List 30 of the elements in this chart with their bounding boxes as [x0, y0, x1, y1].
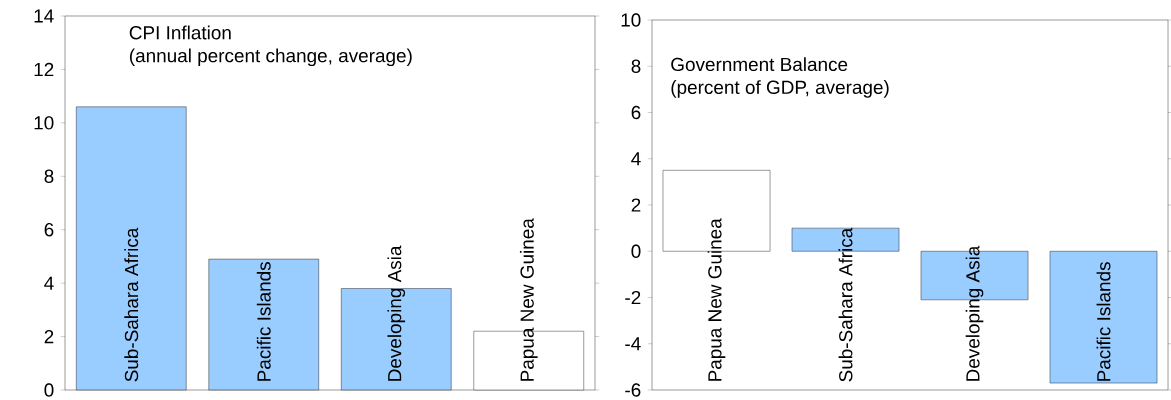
x-tick-label: Developing Asia — [387, 245, 406, 381]
y-tick-label: 2 — [631, 198, 641, 212]
chart-title: CPI Inflation — [129, 25, 231, 40]
y-tick-label: 0 — [631, 244, 641, 258]
y-tick-label: 4 — [631, 152, 641, 166]
x-tick-label: Developing Asia — [965, 245, 984, 381]
text: Government Balance — [671, 57, 848, 72]
y-tick-label: 0 — [44, 383, 54, 397]
y-tick-label: 10 — [34, 116, 54, 130]
y-tick-label: -4 — [625, 337, 641, 351]
y-tick-label: 8 — [44, 169, 54, 183]
y-tick-label: 12 — [34, 62, 54, 77]
text: (percent of GDP, average) — [671, 80, 889, 98]
y-tick-label: 2 — [44, 329, 54, 344]
y-tick-label: 6 — [631, 105, 641, 120]
x-tick-label: Pacific Islands — [1096, 262, 1111, 381]
x-tick-label: Papua New Guinea — [519, 218, 538, 381]
bar — [1049, 251, 1158, 384]
text: (annual percent change, average) — [129, 48, 412, 67]
x-tick-label: Sub-Sahara Africa — [838, 227, 853, 382]
x-tick-label: Papua New Guinea — [707, 218, 726, 381]
x-tick-label: Sub-Sahara Africa — [124, 227, 139, 382]
x-tick-label: Pacific Islands — [256, 262, 271, 381]
y-tick-label: -2 — [625, 290, 641, 305]
y-tick-label: 6 — [44, 223, 54, 237]
y-tick-label: 10 — [621, 13, 641, 27]
y-tick-label: -6 — [625, 383, 641, 397]
y-tick-label: 4 — [44, 276, 54, 290]
y-tick-label: 14 — [34, 9, 54, 23]
y-tick-label: 8 — [631, 59, 641, 73]
